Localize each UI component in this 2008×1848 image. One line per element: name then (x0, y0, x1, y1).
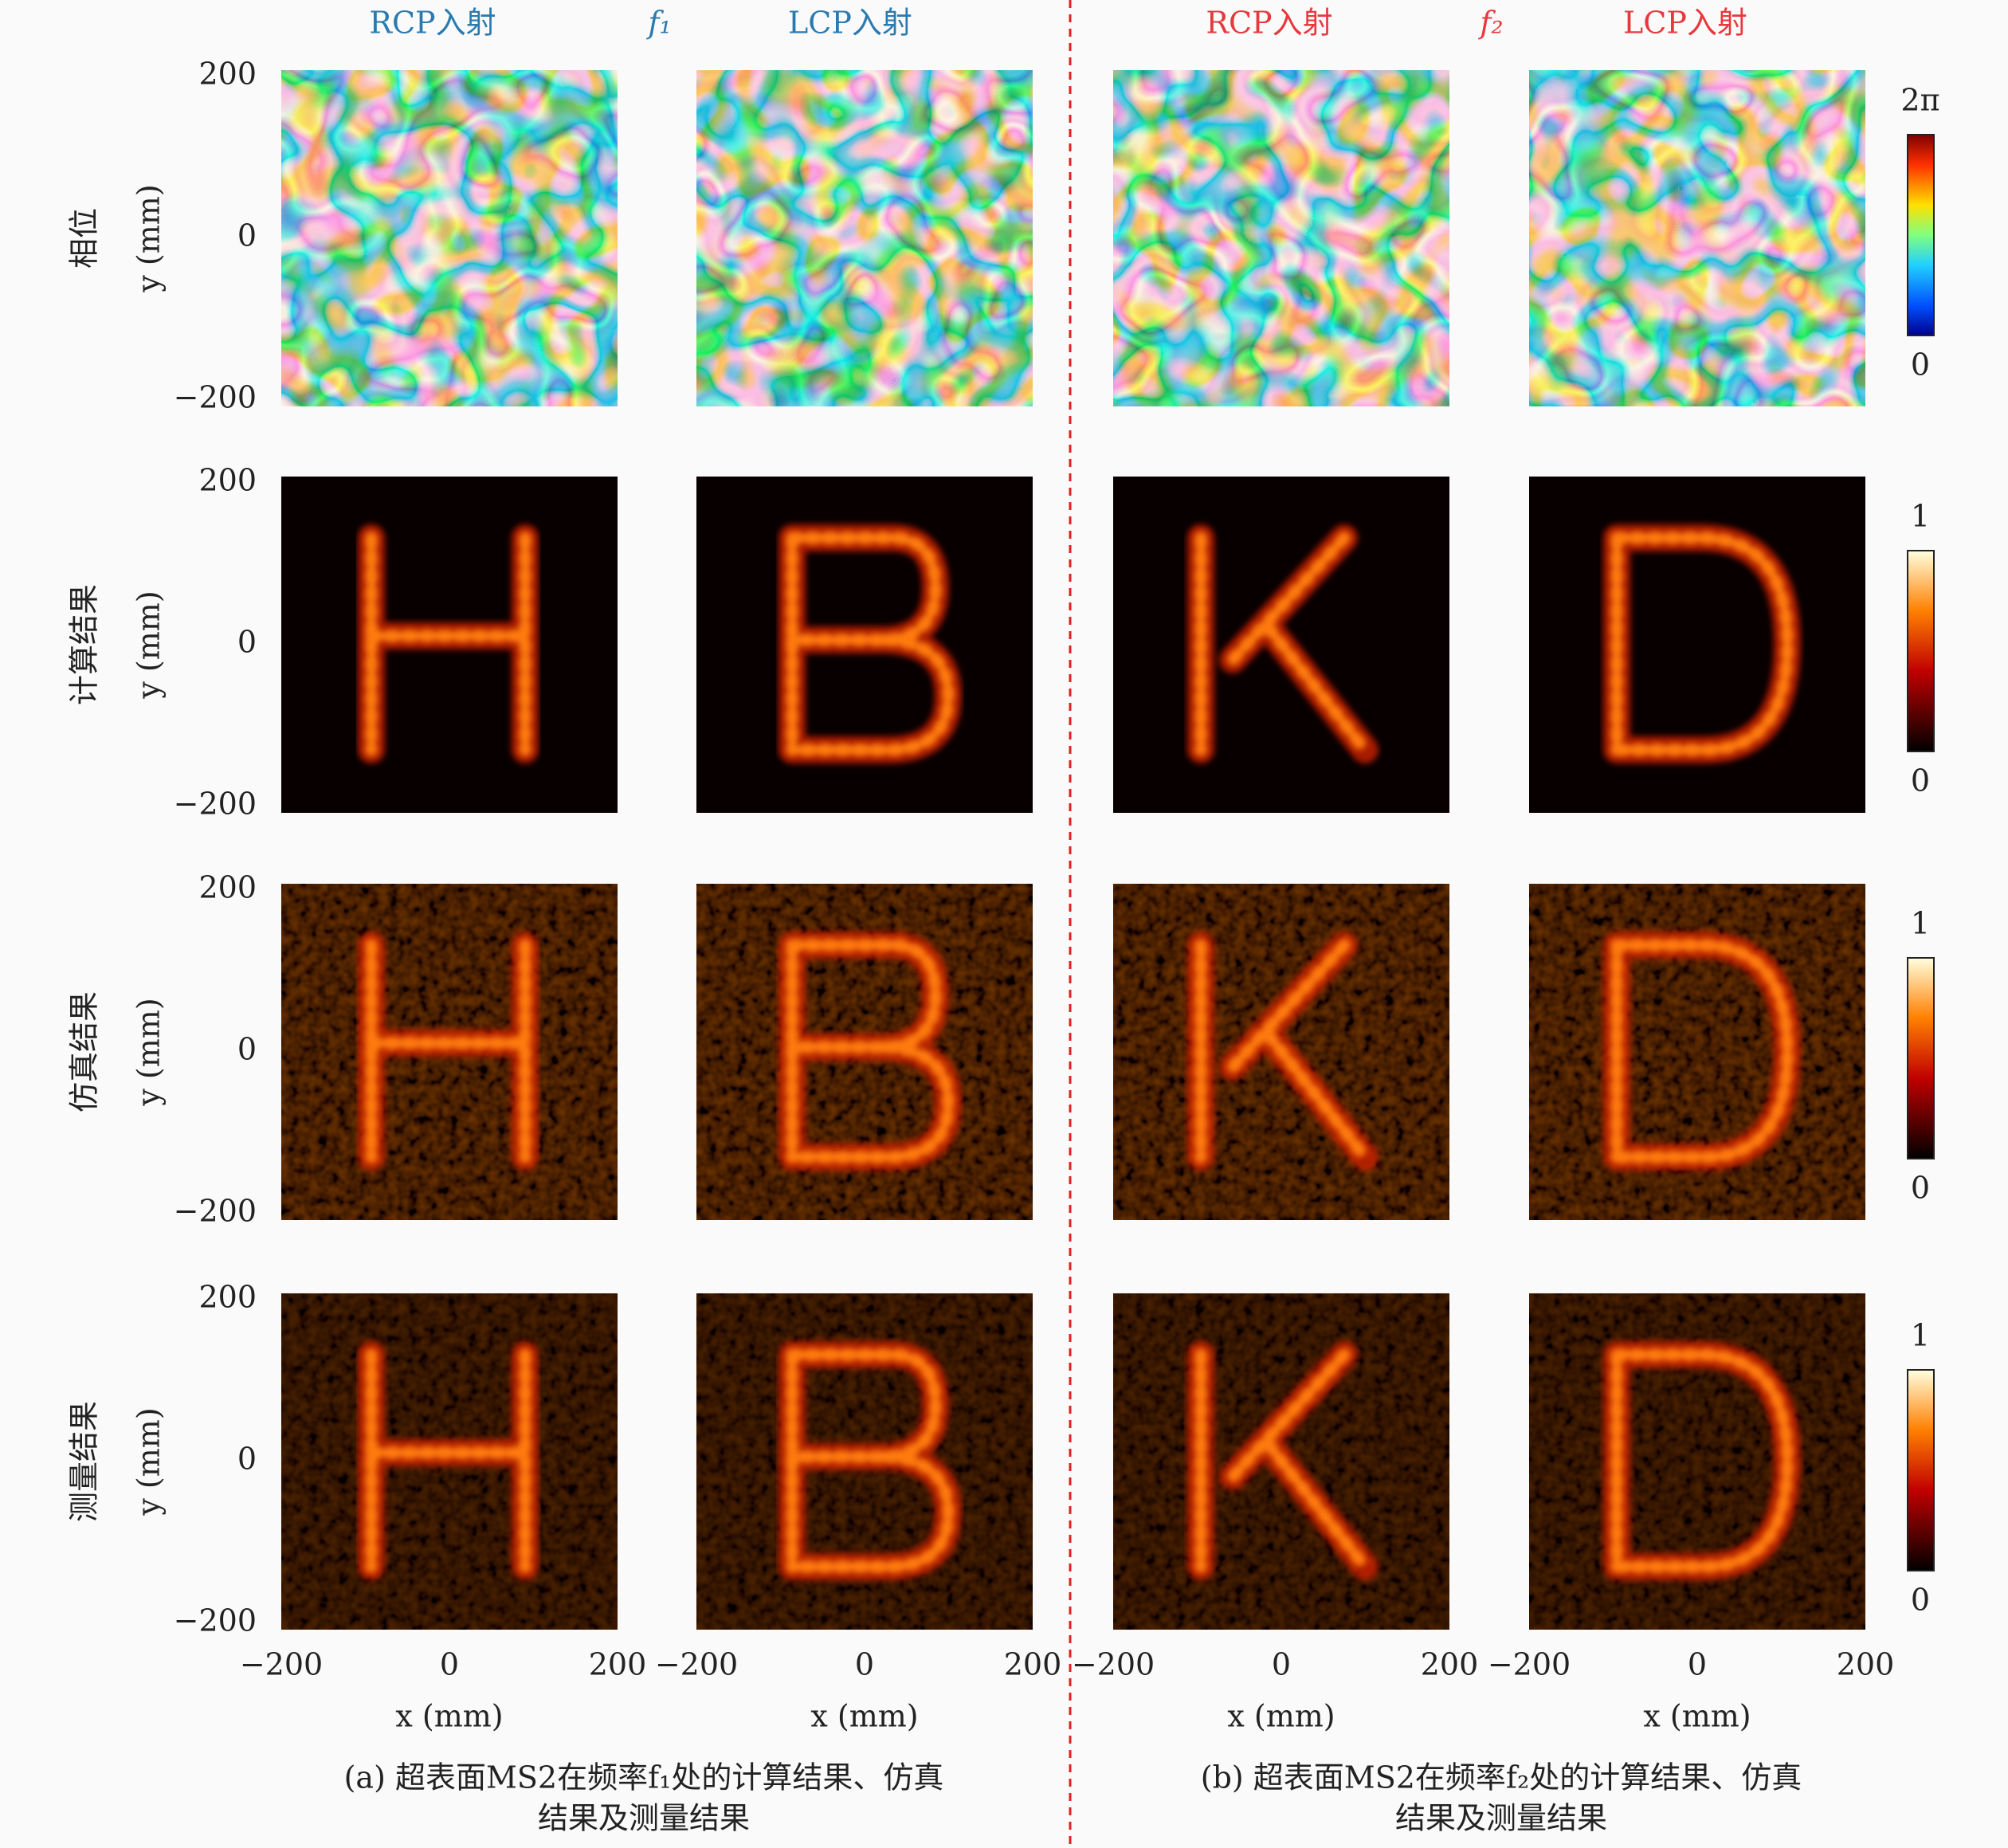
letter-dots (365, 532, 531, 756)
letter-dots (1610, 1348, 1794, 1573)
x-axis-label: x (mm) (1643, 1699, 1751, 1734)
letter (1187, 524, 1379, 763)
y-tick-label: 200 (198, 870, 257, 905)
letter-dots (1194, 939, 1371, 1163)
column-header: RCP入射 (1206, 6, 1332, 41)
letter (778, 1341, 963, 1580)
colorbar-max: 1 (1911, 499, 1930, 534)
x-tick-label: 0 (1272, 1647, 1291, 1682)
colorbar (1907, 1369, 1935, 1571)
y-tick-label: 200 (198, 463, 257, 498)
x-tick-label: −200 (240, 1647, 323, 1682)
x-axis-label: x (mm) (810, 1699, 918, 1734)
y-axis-label-group: y (mm) (131, 1407, 167, 1516)
x-tick-label: 200 (1837, 1647, 1895, 1682)
row-label: 计算结果 (67, 584, 102, 705)
x-tick-label: 0 (440, 1647, 459, 1682)
x-tick-label: −200 (655, 1647, 738, 1682)
y-tick-label: −200 (174, 1194, 257, 1229)
y-tick-label: −200 (174, 380, 257, 415)
colorbar-max: 2π (1900, 83, 1939, 118)
letter (1187, 932, 1379, 1171)
x-tick-label: 200 (1004, 1647, 1062, 1682)
colorbar-min: 0 (1911, 1583, 1930, 1618)
row-label-group: 测量结果 (67, 1401, 102, 1522)
x-tick-label: 0 (855, 1647, 874, 1682)
row-label-group: 相位 (67, 208, 102, 269)
y-axis-label: y (mm) (131, 590, 167, 699)
colorbar-min: 0 (1911, 347, 1930, 383)
y-axis-label-group: y (mm) (131, 590, 167, 699)
y-axis-label: y (mm) (131, 184, 167, 292)
y-tick-label: 0 (237, 1442, 257, 1477)
frequency-label: f₂ (1477, 6, 1503, 41)
phase-map (281, 70, 618, 406)
letter (1603, 524, 1802, 763)
row-label: 相位 (67, 208, 102, 269)
letter-dots (1610, 532, 1794, 756)
letter (778, 524, 963, 763)
y-tick-label: −200 (174, 787, 257, 822)
colorbar-min: 0 (1911, 763, 1930, 798)
y-tick-label: 0 (237, 218, 257, 253)
y-tick-label: 200 (198, 57, 257, 92)
letter-dots (365, 1348, 531, 1573)
colorbar (1907, 134, 1935, 336)
y-tick-label: 0 (237, 1032, 257, 1067)
phase-map (696, 70, 1033, 406)
letter-dots (786, 1348, 955, 1573)
x-tick-label: 0 (1688, 1647, 1707, 1682)
y-tick-label: 200 (198, 1280, 257, 1315)
row-label-group: 仿真结果 (67, 991, 102, 1112)
x-tick-label: −200 (1072, 1647, 1155, 1682)
x-tick-label: 200 (1421, 1647, 1479, 1682)
letter-dots (1194, 532, 1371, 756)
letter (1603, 1341, 1802, 1580)
phase-map (1529, 70, 1865, 406)
y-axis-label: y (mm) (131, 998, 167, 1106)
x-tick-label: −200 (1488, 1647, 1571, 1682)
row-label: 仿真结果 (67, 991, 102, 1112)
colorbar-max: 1 (1911, 1318, 1930, 1353)
letter (358, 1341, 539, 1580)
x-axis-label: x (mm) (395, 1699, 503, 1734)
caption: 结果及测量结果 (538, 1801, 750, 1836)
letter (1603, 932, 1802, 1171)
y-axis-label-group: y (mm) (131, 998, 167, 1106)
colorbar (1907, 550, 1935, 752)
column-header: LCP入射 (788, 6, 912, 41)
y-axis-label-group: y (mm) (131, 184, 167, 292)
y-tick-label: 0 (237, 625, 257, 660)
letter (778, 932, 963, 1171)
row-label: 测量结果 (67, 1401, 102, 1522)
letter-dots (365, 939, 531, 1163)
colorbar-min: 0 (1911, 1171, 1930, 1206)
letter-dots (1194, 1348, 1371, 1573)
colorbar (1907, 957, 1935, 1159)
letter-dots (786, 532, 955, 756)
x-tick-label: 200 (589, 1647, 647, 1682)
column-header: RCP入射 (369, 6, 496, 41)
frequency-label: f₁ (645, 6, 671, 41)
caption: (a) 超表面MS2在频率f₁处的计算结果、仿真 (344, 1760, 944, 1795)
y-axis-label: y (mm) (131, 1407, 167, 1516)
caption: 结果及测量结果 (1395, 1801, 1607, 1836)
x-axis-label: x (mm) (1227, 1699, 1335, 1734)
letter (358, 524, 539, 763)
letter-dots (1610, 939, 1794, 1163)
letter (358, 932, 539, 1171)
column-header: LCP入射 (1623, 6, 1747, 41)
letter (1187, 1341, 1379, 1580)
row-label-group: 计算结果 (67, 584, 102, 705)
caption: (b) 超表面MS2在频率f₂处的计算结果、仿真 (1201, 1760, 1802, 1795)
colorbar-max: 1 (1911, 906, 1930, 941)
y-tick-label: −200 (174, 1603, 257, 1638)
letter-dots (786, 939, 955, 1163)
phase-map (1113, 70, 1449, 406)
